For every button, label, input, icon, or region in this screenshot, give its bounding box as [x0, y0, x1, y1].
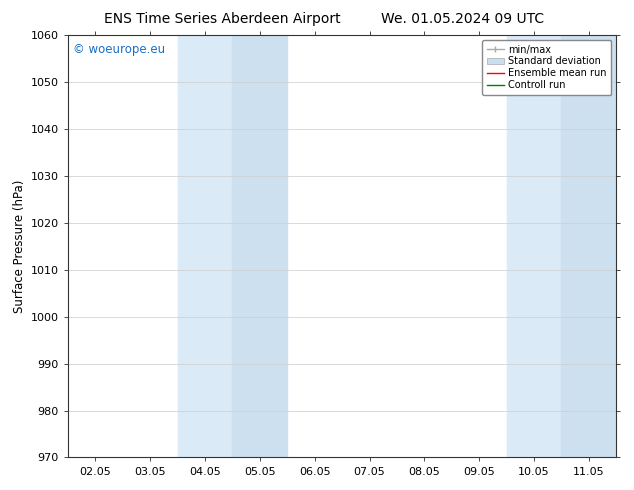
Legend: min/max, Standard deviation, Ensemble mean run, Controll run: min/max, Standard deviation, Ensemble me…	[482, 40, 611, 95]
Bar	[178, 35, 233, 458]
Text: We. 01.05.2024 09 UTC: We. 01.05.2024 09 UTC	[381, 12, 545, 26]
Y-axis label: Surface Pressure (hPa): Surface Pressure (hPa)	[13, 179, 27, 313]
Text: ENS Time Series Aberdeen Airport: ENS Time Series Aberdeen Airport	[103, 12, 340, 26]
Bar	[507, 35, 562, 458]
Bar	[562, 35, 616, 458]
Bar	[233, 35, 287, 458]
Title: ENS Time Series Aberdeen Airport      We. 01.05.2024 09 UTC: ENS Time Series Aberdeen Airport We. 01.…	[0, 489, 1, 490]
Text: © woeurope.eu: © woeurope.eu	[74, 43, 165, 56]
